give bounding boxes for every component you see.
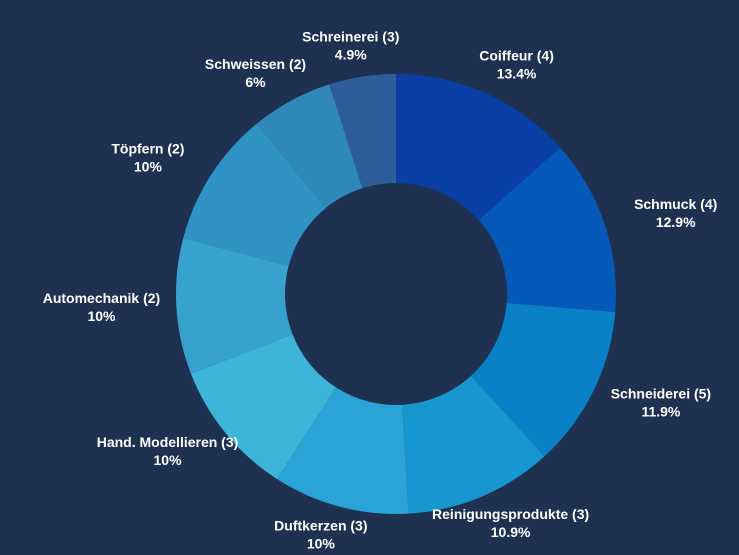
donut-slice xyxy=(256,84,363,209)
slice-label: Coiffeur (4) xyxy=(479,48,554,64)
value-label: 10.9% xyxy=(491,524,531,540)
donut-slice xyxy=(396,74,561,221)
value-label: 10% xyxy=(307,535,336,551)
slice-label: Töpfern (2) xyxy=(111,140,184,156)
donut-slice xyxy=(183,123,326,266)
value-label: 12.9% xyxy=(656,214,696,230)
donut-slice xyxy=(175,237,293,374)
donut-slice xyxy=(190,334,336,480)
donut-slice xyxy=(470,303,616,457)
donut-slice xyxy=(329,74,396,189)
slice-label: Duftkerzen (3) xyxy=(274,517,367,533)
slice-label: Schreinerei (3) xyxy=(302,29,399,45)
value-label: 10% xyxy=(87,308,116,324)
slice-label: Hand. Modellieren (3) xyxy=(97,434,239,450)
donut-slice xyxy=(478,147,616,312)
slice-label: Schmuck (4) xyxy=(634,196,717,212)
value-label: 10% xyxy=(154,452,183,468)
value-label: 10% xyxy=(134,158,163,174)
donut-slice xyxy=(276,387,409,514)
value-label: 13.4% xyxy=(497,66,537,82)
slice-label: Reinigungsprodukte (3) xyxy=(432,506,589,522)
donut-slice xyxy=(402,375,545,514)
slice-label: Automechanik (2) xyxy=(43,290,160,306)
value-label: 4.9% xyxy=(335,47,367,63)
value-label: 6% xyxy=(245,74,266,90)
slice-label: Schneiderei (5) xyxy=(611,386,711,402)
slice-label: Schweissen (2) xyxy=(205,56,306,72)
value-label: 11.9% xyxy=(641,404,680,420)
